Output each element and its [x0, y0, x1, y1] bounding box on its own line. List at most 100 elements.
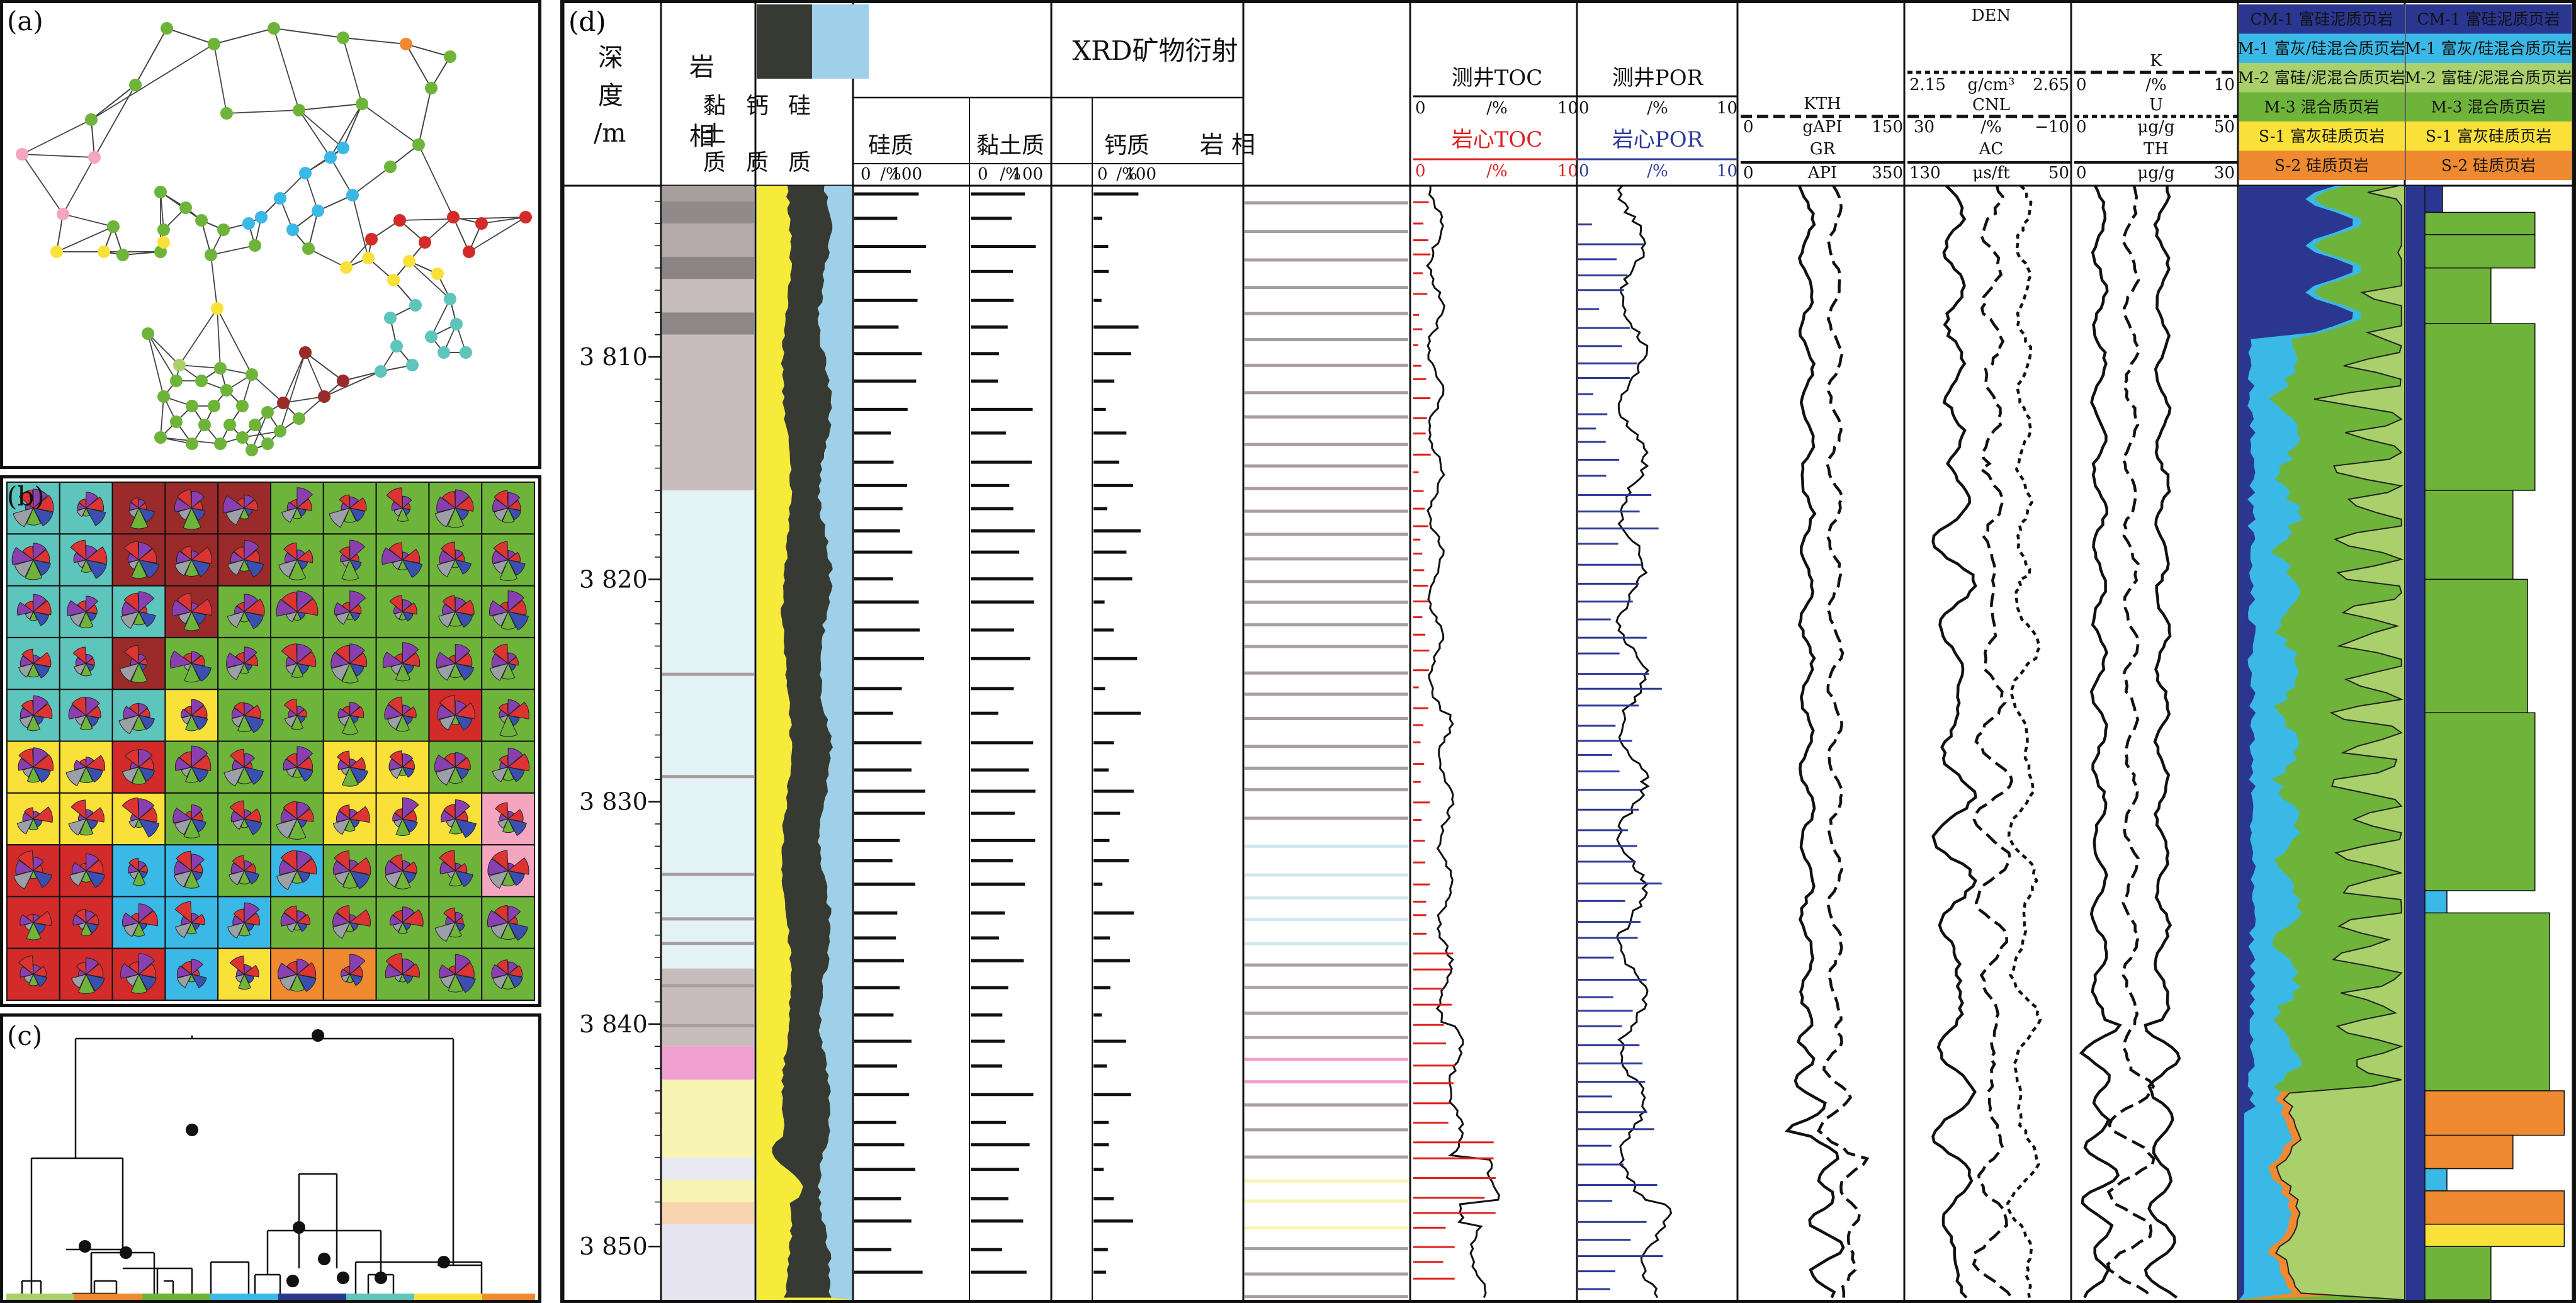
som-rose-petal: [75, 714, 87, 726]
som-rose-petal: [232, 855, 245, 872]
som-rose-petal: [138, 748, 153, 768]
som-rose-glyph: [76, 492, 106, 526]
dendrogram-leaf: [154, 1294, 157, 1300]
som-rose-petal: [170, 650, 193, 669]
facies-bar: [1245, 464, 1408, 468]
dendrogram-leaf: [263, 1294, 267, 1300]
xrd-bar: [1093, 483, 1133, 487]
core-por-bar: [1578, 362, 1637, 364]
core-toc-unit: /%: [1486, 162, 1507, 181]
som-rose-glyph: [281, 487, 313, 523]
som-rose-petal: [502, 507, 515, 523]
dendrogram-leaf: [120, 1294, 123, 1300]
som-rose-petal: [244, 922, 254, 932]
som-rose-glyph: [439, 954, 476, 993]
core-toc-bar: [1413, 525, 1428, 527]
network-node: [299, 346, 312, 359]
som-rose-petal: [121, 601, 140, 616]
network-node: [198, 419, 211, 431]
som-rose-petal: [293, 611, 302, 621]
som-rose-petal: [26, 922, 42, 940]
som-rose-petal: [191, 974, 207, 988]
som-rose-petal: [226, 652, 246, 668]
som-rose-petal: [72, 914, 87, 926]
lithofacies-interval: [662, 490, 754, 969]
som-rose-petal: [229, 956, 245, 975]
som-rose-petal: [191, 651, 201, 665]
network-node: [217, 223, 230, 236]
som-rose-petal: [191, 854, 205, 872]
som-rose-petal: [451, 559, 460, 568]
som-rose-petal: [32, 864, 43, 873]
som-rose-petal: [32, 818, 43, 828]
som-rose-glyph: [120, 953, 157, 994]
network-node: [519, 211, 532, 223]
dendrogram-leaf: [297, 1294, 301, 1300]
som-rose-petal: [76, 507, 87, 517]
dendrogram-leaf: [123, 1294, 127, 1300]
xrd-bar: [971, 1039, 1005, 1043]
dendrogram-node: [318, 1253, 330, 1265]
som-rose-petal: [191, 602, 199, 612]
som-rose-petal: [236, 498, 245, 509]
som-rose-petal: [191, 611, 206, 625]
depth-tick-label: 3 810: [579, 343, 648, 371]
network-node: [157, 390, 170, 403]
tern-label-clay-2: 土: [703, 121, 726, 147]
som-rose-petal: [436, 652, 456, 668]
som-rose-petal: [236, 602, 245, 612]
som-rose-petal: [507, 699, 521, 716]
som-rose-petal: [437, 663, 456, 681]
xrd-bar: [854, 657, 924, 660]
core-toc-bar: [1413, 1122, 1449, 1124]
som-rose-petal: [389, 750, 404, 768]
lithofacies-interval: [662, 1080, 754, 1158]
som-rose-petal: [118, 714, 140, 735]
som-rose-petal: [349, 759, 357, 768]
u-min: 0: [2076, 118, 2087, 137]
xrd-bar: [1093, 1143, 1109, 1147]
network-edge: [166, 28, 215, 45]
som-rose-petal: [119, 663, 140, 682]
som-rose-petal: [438, 611, 456, 628]
som-rose-petal: [497, 818, 509, 829]
som-rose-glyph: [489, 590, 529, 631]
som-rose-petal: [138, 714, 155, 730]
som-rose-petal: [239, 870, 251, 884]
som-rose-petal: [191, 546, 212, 564]
xrd-bar: [971, 269, 1014, 273]
dendrogram-leaf: [210, 1294, 214, 1300]
som-rose-petal: [337, 708, 351, 719]
som-rose-petal: [79, 862, 87, 872]
som-rose-petal: [280, 850, 298, 872]
som-rose-petal: [69, 870, 87, 887]
som-rose-petal: [138, 963, 156, 978]
dendrogram-leaf: [339, 1294, 342, 1300]
lithofacies-interval: [662, 1046, 754, 1080]
core-por-bar: [1578, 393, 1593, 395]
som-rose-petal: [398, 559, 408, 570]
som-rose-petal: [244, 809, 252, 820]
som-rose-petal: [32, 663, 50, 679]
core-por-bar: [1578, 1184, 1658, 1187]
som-rose-petal: [191, 969, 200, 976]
legend-swatch: [2239, 63, 2405, 93]
som-rose-petal: [402, 663, 414, 674]
dendrogram-leaf: [380, 1294, 384, 1300]
som-rose-petal: [32, 870, 53, 888]
core-toc-bar: [1413, 397, 1431, 400]
som-rose-petal: [85, 559, 107, 579]
som-rose-petal: [499, 755, 509, 768]
som-rose-glyph: [68, 696, 101, 730]
toc-max: 10: [1557, 99, 1578, 118]
prob-navy-fill: [2239, 186, 2353, 1300]
som-rose-petal: [243, 863, 256, 874]
dendrogram-leaf: [531, 1294, 535, 1300]
som-rose-petal: [297, 487, 313, 509]
ac-max: 50: [2048, 164, 2069, 183]
som-rose-glyph: [223, 494, 258, 526]
som-rose-petal: [22, 812, 35, 822]
som-rose-petal: [281, 643, 298, 665]
som-rose-petal: [71, 974, 87, 988]
som-rose-petal: [341, 662, 359, 684]
